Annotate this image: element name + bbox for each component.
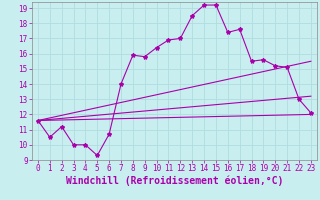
X-axis label: Windchill (Refroidissement éolien,°C): Windchill (Refroidissement éolien,°C) <box>66 176 283 186</box>
